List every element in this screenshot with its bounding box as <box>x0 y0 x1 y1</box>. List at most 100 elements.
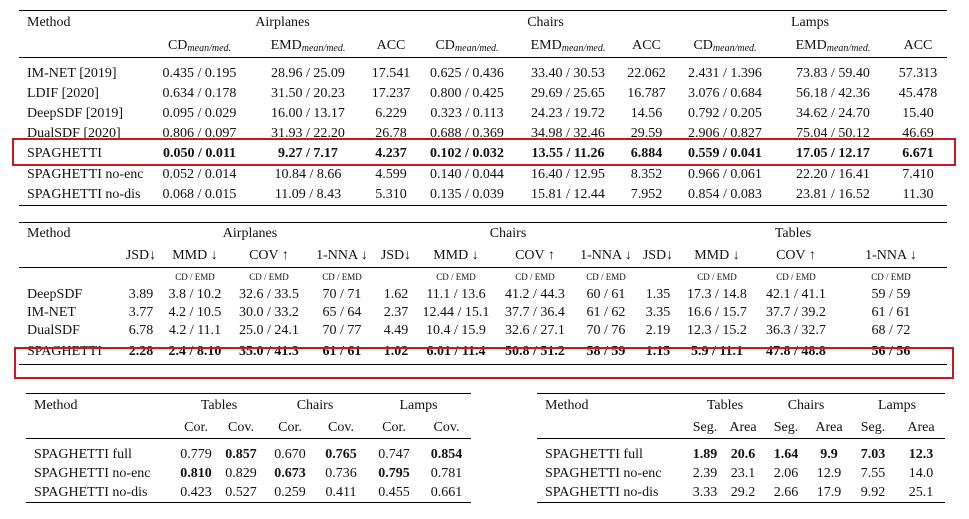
unit-label: CD / EMD <box>697 271 737 282</box>
table-cell: 15.40 <box>902 106 934 121</box>
table-cell: 12.9 <box>816 465 842 481</box>
table-cell: 0.829 <box>225 465 257 481</box>
method-name: SPAGHETTI no-enc <box>34 465 151 481</box>
column-header: Cov. <box>422 418 471 439</box>
table-cell: 0.792 / 0.205 <box>688 106 762 121</box>
table-row: DeepSDF [2019] 0.095 / 0.029 16.00 / 13.17… <box>19 104 947 124</box>
table-cell: 0.259 <box>274 484 306 500</box>
column-header: COV ↑ <box>757 245 835 268</box>
method-header: Method <box>27 226 71 241</box>
table-cell: 14.0 <box>908 465 934 481</box>
table-row: SPAGHETTI no-dis 0.068 / 0.015 11.09 / 8.4… <box>19 185 947 206</box>
table-cell: 4.237 <box>375 146 407 161</box>
table-cell: 26.78 <box>375 126 407 141</box>
column-header: Cov. <box>218 418 264 439</box>
table-cell: 17.05 / 12.17 <box>796 146 870 161</box>
table-row: SPAGHETTI no-enc 0.052 / 0.014 10.84 / 8.6… <box>19 164 947 185</box>
table-cell: 17.3 / 14.8 <box>687 287 747 302</box>
column-header: MMD ↓ <box>677 245 757 268</box>
table-cell: 12.3 <box>908 446 934 462</box>
table-cell: 0.052 / 0.014 <box>147 164 252 185</box>
reconstruction-table: Method Airplanes Chairs Lamps CDmean/med… <box>19 10 947 206</box>
group-header: Tables <box>200 398 238 413</box>
group-header: Chairs <box>787 398 825 413</box>
method-name: DualSDF [2020] <box>27 126 121 141</box>
table-cell: 45.478 <box>898 86 938 101</box>
table-cell: 16.00 / 13.17 <box>271 106 345 121</box>
column-header: Cor. <box>366 418 422 439</box>
method-name: SPAGHETTI no-enc <box>545 465 662 481</box>
table-cell: 0.095 / 0.029 <box>162 106 237 121</box>
table-cell: 12.3 / 15.2 <box>687 323 747 338</box>
table-cell: 1.62 <box>383 287 409 302</box>
acc-header: ACC <box>889 35 947 58</box>
table-cell: 6.229 <box>375 106 407 121</box>
table-row: SPAGHETTI full 1.89 20.6 1.64 9.9 7.03 12.3 <box>537 445 945 464</box>
table-cell: 2.37 <box>383 305 409 320</box>
table-cell: 3.076 / 0.684 <box>688 86 762 101</box>
column-header: 1-NNA ↓ <box>307 245 377 268</box>
table-cell: 70 / 76 <box>586 323 626 338</box>
group-header: Chairs <box>489 226 527 241</box>
emd-header: EMDmean/med. <box>252 35 364 58</box>
table-cell: 2.4 / 8.10 <box>168 344 222 359</box>
table-cell: 0.068 / 0.015 <box>162 187 237 202</box>
generation-table: Method Airplanes Chairs Tables JSD↓ MMD ↓… <box>19 222 947 365</box>
table-row: SPAGHETTI no-enc 2.39 23.1 2.06 12.9 7.55 14.0 <box>537 464 945 483</box>
table-cell: 0.781 <box>430 465 463 481</box>
group-header: Chairs <box>527 15 564 30</box>
table-cell: 23.81 / 16.52 <box>796 187 870 202</box>
method-header: Method <box>545 398 589 413</box>
method-name: SPAGHETTI full <box>545 446 643 462</box>
method-name: SPAGHETTI <box>27 146 102 161</box>
table-cell: 3.89 <box>128 287 154 302</box>
group-header: Lamps <box>399 398 438 413</box>
table-cell: 1.02 <box>383 344 409 359</box>
unit-label: CD / EMD <box>586 271 626 282</box>
table-cell: 2.19 <box>645 323 671 338</box>
method-header: Method <box>27 15 71 30</box>
unit-label: CD / EMD <box>871 271 911 282</box>
table-cell: 0.102 / 0.032 <box>430 146 504 161</box>
table-cell: 31.93 / 22.20 <box>271 126 345 141</box>
emd-header: EMDmean/med. <box>516 35 620 58</box>
table-cell: 0.423 <box>180 484 212 500</box>
column-header: Seg. <box>763 418 809 439</box>
table-cell: 0.810 <box>180 465 212 481</box>
table-cell: 0.140 / 0.044 <box>418 164 516 185</box>
table-row: DualSDF 6.78 4.2 / 11.1 25.0 / 24.1 70 / 77 4… <box>19 322 947 340</box>
table-cell: 3.77 <box>128 305 154 320</box>
table-cell: 0.411 <box>325 484 357 500</box>
table-cell: 70 / 77 <box>322 323 362 338</box>
table-row: SPAGHETTI no-dis 3.33 29.2 2.66 17.9 9.92 25.1 <box>537 483 945 503</box>
table-cell: 0.625 / 0.436 <box>430 66 504 81</box>
column-header: 1-NNA ↓ <box>835 245 947 268</box>
column-header: Cor. <box>264 418 316 439</box>
table-cell: 0.688 / 0.369 <box>430 126 504 141</box>
table-cell: 0.323 / 0.113 <box>430 106 504 121</box>
table-cell: 0.765 <box>325 446 357 462</box>
table-cell: 61 / 61 <box>871 305 911 320</box>
table-cell: 15.81 / 12.44 <box>531 187 605 202</box>
column-header: COV ↑ <box>231 245 307 268</box>
table-cell: 29.2 <box>730 484 756 500</box>
table-cell: 20.6 <box>730 446 756 462</box>
table-cell: 7.952 <box>630 187 663 202</box>
unit-label: CD / EMD <box>515 271 555 282</box>
table-cell: 60 / 61 <box>586 287 626 302</box>
table-cell: 41.2 / 44.3 <box>505 287 565 302</box>
table-cell: 2.906 / 0.827 <box>688 126 762 141</box>
table-cell: 16.6 / 15.7 <box>687 305 747 320</box>
table-cell: 1.35 <box>645 287 671 302</box>
table-cell: 0.779 <box>180 446 212 462</box>
table-cell: 0.559 / 0.041 <box>688 146 762 161</box>
unit-label: CD / EMD <box>436 271 476 282</box>
table-row: SPAGHETTI 0.050 / 0.011 9.27 / 7.17 4.237 0.… <box>19 144 947 165</box>
group-header: Lamps <box>877 398 917 413</box>
table-cell: 9.9 <box>820 446 838 462</box>
column-header: Area <box>809 418 849 439</box>
table-cell: 2.06 <box>773 465 799 481</box>
table-cell: 24.23 / 19.72 <box>531 106 605 121</box>
table-cell: 0.854 / 0.083 <box>688 187 762 202</box>
column-header: 1-NNA ↓ <box>573 245 639 268</box>
